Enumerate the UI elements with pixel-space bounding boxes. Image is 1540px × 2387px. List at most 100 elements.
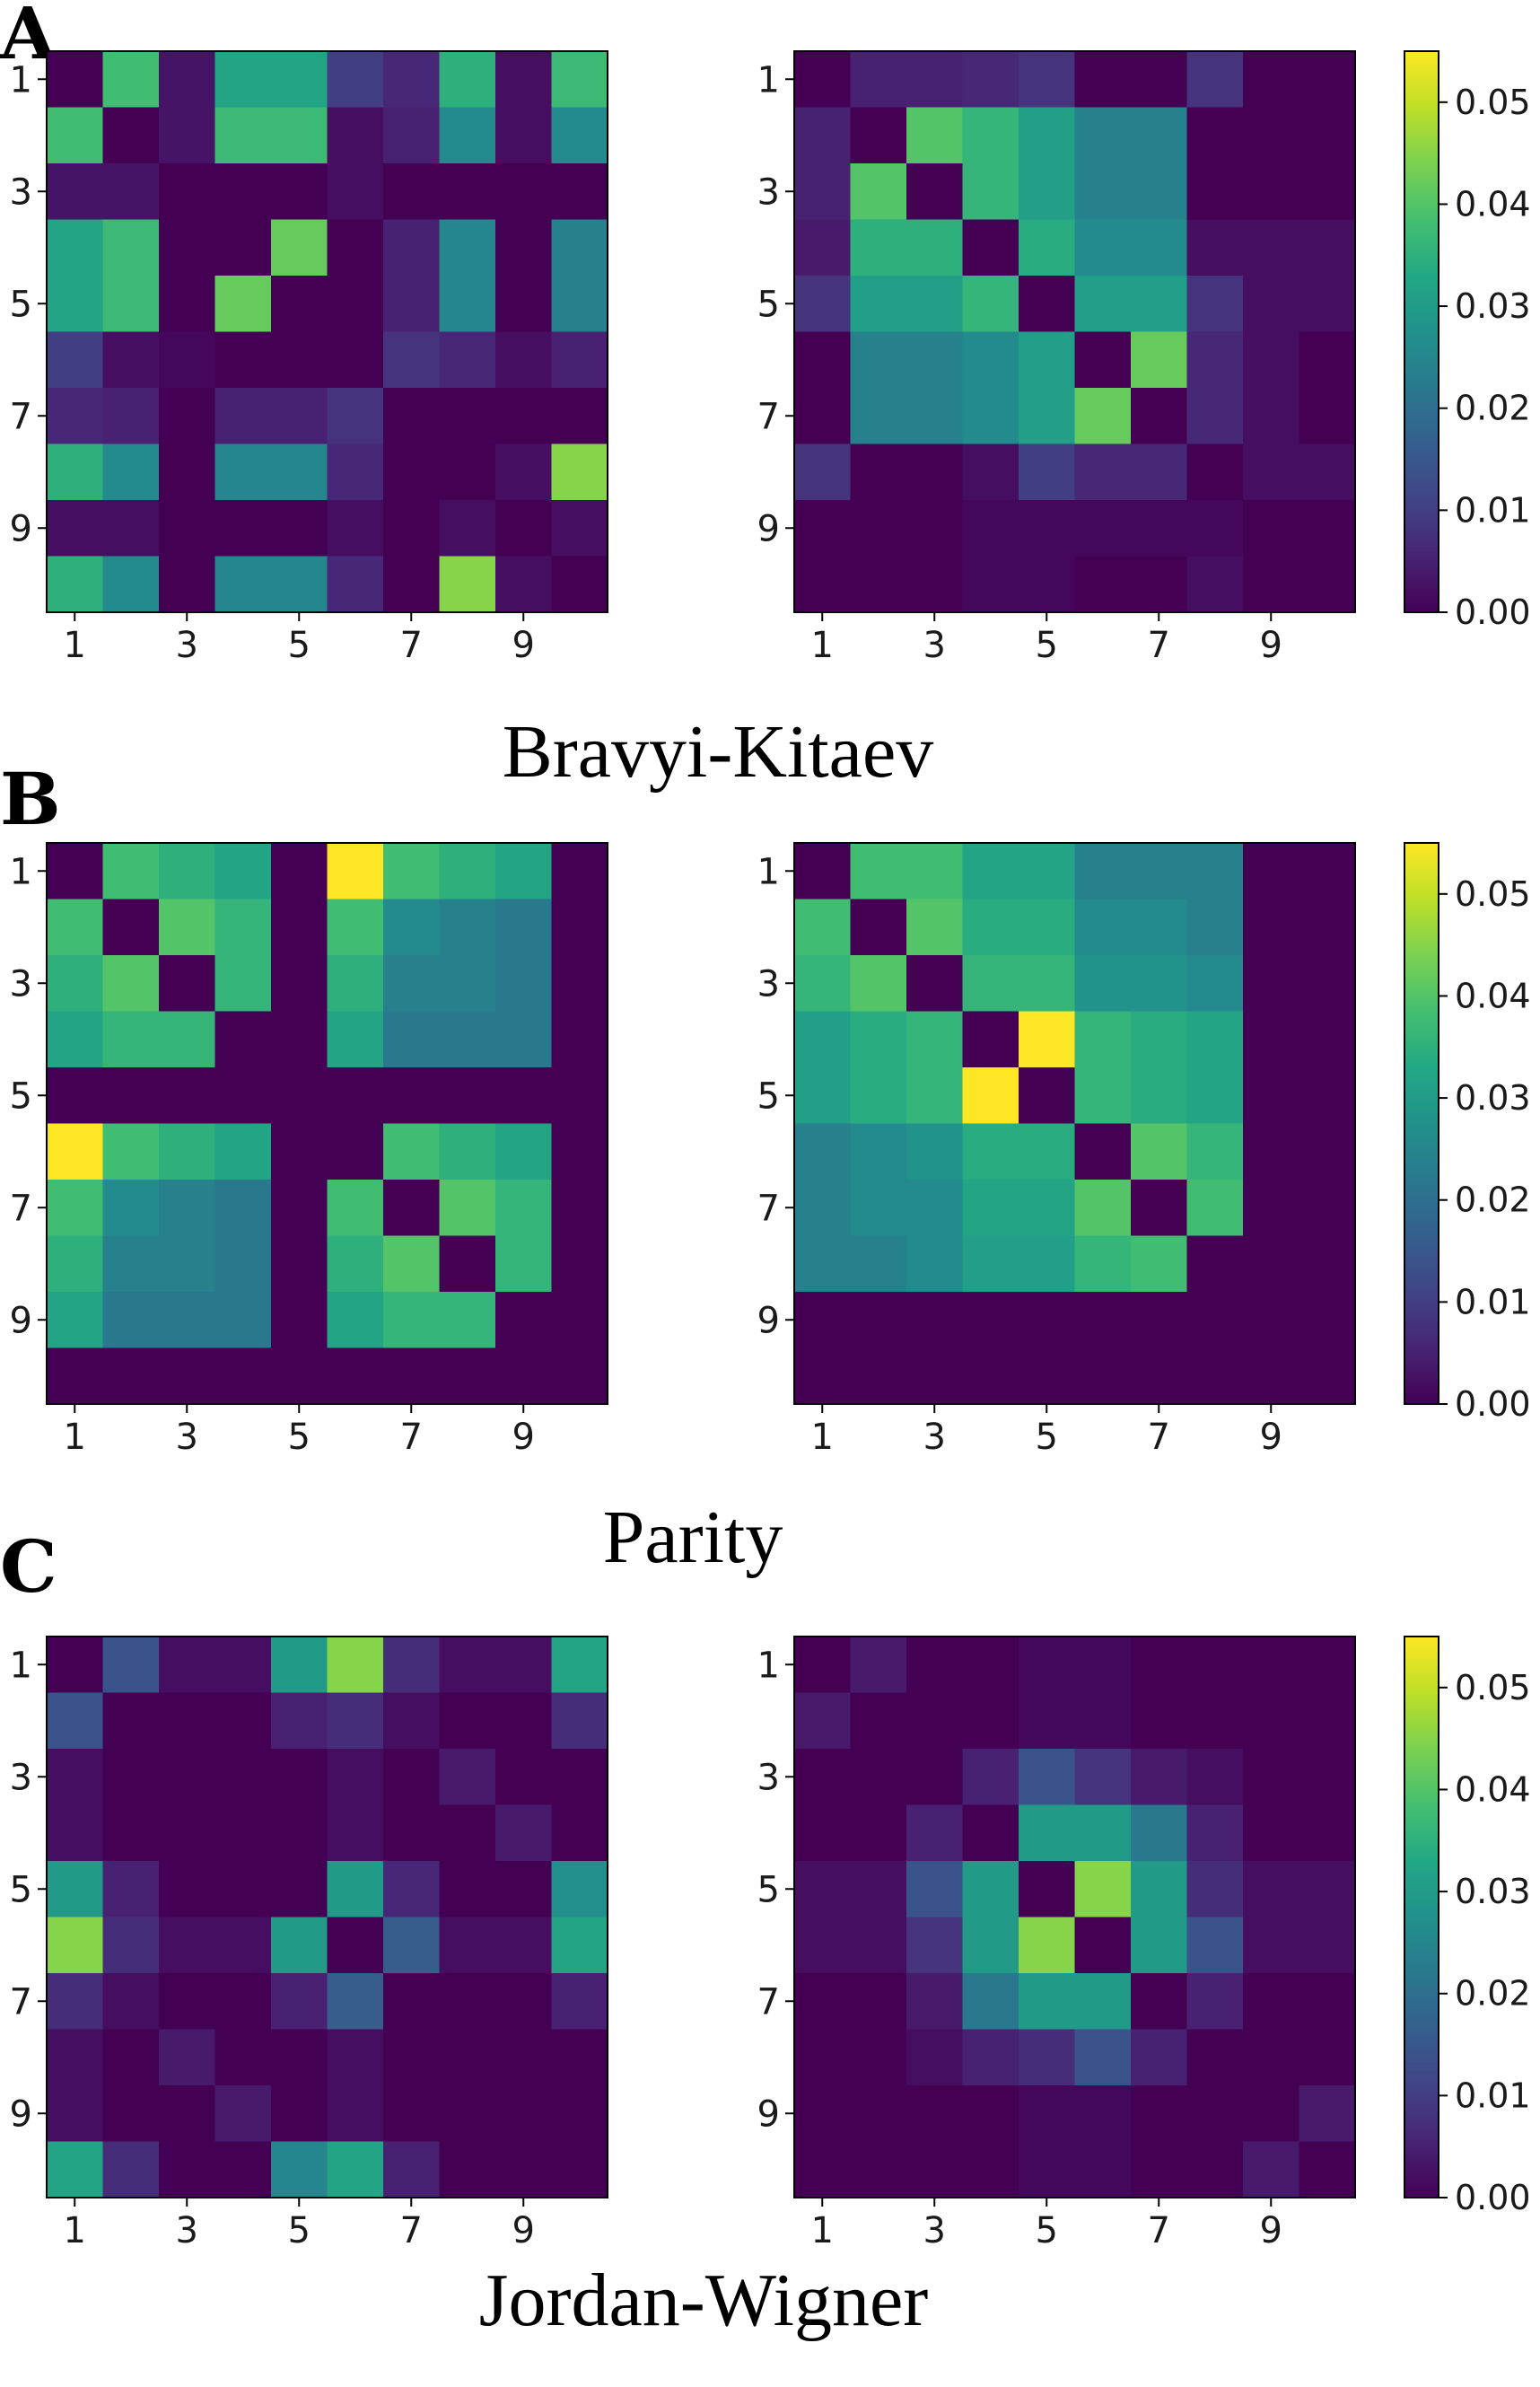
heatmap-cell xyxy=(551,843,608,900)
heatmap-cell xyxy=(495,2029,553,2086)
heatmap-cell xyxy=(102,1692,160,1750)
heatmap-cell xyxy=(1074,51,1132,109)
heatmap-cell xyxy=(962,1861,1019,1918)
heatmap-cell xyxy=(1243,2141,1300,2198)
heatmap-cell xyxy=(1074,1347,1132,1405)
heatmap-cell xyxy=(850,1347,907,1405)
heatmap-cell xyxy=(1243,2029,1300,2086)
colorbar-tick-label: 0.05 xyxy=(1455,874,1531,914)
heatmap-cell xyxy=(214,2029,272,2086)
heatmap-b-left: 1 1 3 3 5 5 7 7 9 9 xyxy=(10,842,608,1458)
heatmap-cell xyxy=(383,1347,441,1405)
heatmap-cell xyxy=(1243,843,1300,900)
heatmap-cell xyxy=(906,443,964,501)
heatmap-cell xyxy=(159,1804,216,1862)
heatmap-cell xyxy=(962,1011,1019,1068)
x-tick-label: 3 xyxy=(923,1417,946,1458)
heatmap-cell xyxy=(1131,1292,1188,1349)
heatmap-cell xyxy=(327,276,384,333)
heatmap-cell xyxy=(47,1067,104,1125)
heatmap-cell xyxy=(850,1123,907,1180)
heatmap-cell xyxy=(1186,107,1244,164)
heatmap-cell xyxy=(159,1235,216,1293)
heatmap-cell xyxy=(439,843,496,900)
heatmap-cell xyxy=(1299,1180,1356,1237)
heatmap-cell xyxy=(102,2141,160,2198)
heatmap-cell xyxy=(439,388,496,445)
heatmap-cell xyxy=(383,388,441,445)
heatmap-cell xyxy=(159,843,216,900)
heatmap-cell xyxy=(1019,843,1076,900)
heatmap-cell xyxy=(327,1067,384,1125)
heatmap-cell xyxy=(383,500,441,557)
heatmap-cell xyxy=(1299,388,1356,445)
heatmap-cell xyxy=(1019,1067,1076,1125)
heatmap-cell xyxy=(1243,1235,1300,1293)
heatmap-cell xyxy=(271,331,328,389)
y-tick-label: 3 xyxy=(757,171,780,213)
heatmap-cell xyxy=(1243,1917,1300,1974)
heatmap-cell xyxy=(962,1804,1019,1862)
x-tick-label: 1 xyxy=(811,625,834,666)
colorbar-gradient xyxy=(1404,842,1439,1405)
heatmap-cell xyxy=(794,107,852,164)
heatmap-cell xyxy=(551,1123,608,1180)
heatmap-cell xyxy=(1186,2141,1244,2198)
heatmap-cell xyxy=(47,331,104,389)
heatmap-cell xyxy=(214,388,272,445)
heatmap-cell xyxy=(159,1123,216,1180)
y-tick-label: 3 xyxy=(10,963,32,1005)
heatmap-cell xyxy=(327,107,384,164)
heatmap-cell xyxy=(1074,1292,1132,1349)
heatmap-cell xyxy=(1186,1011,1244,1068)
heatmap-cell xyxy=(214,1067,272,1125)
heatmap-cell xyxy=(1019,51,1076,109)
heatmap-cell xyxy=(1074,443,1132,501)
heatmap-cell xyxy=(1019,388,1076,445)
heatmap-cell xyxy=(159,331,216,389)
heatmap-cell xyxy=(102,1292,160,1349)
heatmap-cell xyxy=(495,500,553,557)
heatmap-cell xyxy=(383,1917,441,1974)
heatmap-cell xyxy=(495,1067,553,1125)
heatmap-cell xyxy=(1019,1235,1076,1293)
x-tick-label: 9 xyxy=(512,625,535,666)
heatmap-cell xyxy=(850,2085,907,2143)
y-tick-label: 3 xyxy=(757,1757,780,1798)
heatmap-cell xyxy=(47,1123,104,1180)
heatmap-cell xyxy=(1074,1180,1132,1237)
heatmap-cell xyxy=(1074,556,1132,613)
x-tick-label: 5 xyxy=(1036,2210,1058,2251)
heatmap-cell xyxy=(495,51,553,109)
heatmap-cell xyxy=(551,2141,608,2198)
heatmap-cell xyxy=(159,2085,216,2143)
x-tick-label: 5 xyxy=(288,2210,311,2251)
heatmap-cell xyxy=(214,2141,272,2198)
heatmap-cell xyxy=(1186,1067,1244,1125)
heatmap-cell xyxy=(1299,556,1356,613)
heatmap-cell xyxy=(1074,1749,1132,1806)
heatmap-cell xyxy=(439,1692,496,1750)
heatmap-cell xyxy=(495,2085,553,2143)
heatmap-cell xyxy=(1019,500,1076,557)
heatmap-cell xyxy=(495,843,553,900)
y-tick-label: 5 xyxy=(10,1869,32,1910)
y-tick-label: 1 xyxy=(757,59,780,101)
heatmap-cell xyxy=(271,388,328,445)
heatmap-cell xyxy=(214,1692,272,1750)
heatmap-cell xyxy=(850,219,907,276)
panel-letter-c: C xyxy=(0,1524,57,1609)
colorbar-tick-label: 0.00 xyxy=(1455,592,1531,632)
heatmap-cell xyxy=(1186,1861,1244,1918)
heatmap-cell xyxy=(906,843,964,900)
heatmap-cell xyxy=(214,843,272,900)
heatmap-cell xyxy=(102,163,160,221)
heatmap-cell xyxy=(850,843,907,900)
heatmap-cell xyxy=(383,51,441,109)
heatmap-cell xyxy=(1074,2029,1132,2086)
heatmap-cell xyxy=(102,1180,160,1237)
heatmap-cell xyxy=(850,107,907,164)
heatmap-cell xyxy=(47,1292,104,1349)
heatmap-cell xyxy=(383,1692,441,1750)
heatmap-cell xyxy=(850,276,907,333)
